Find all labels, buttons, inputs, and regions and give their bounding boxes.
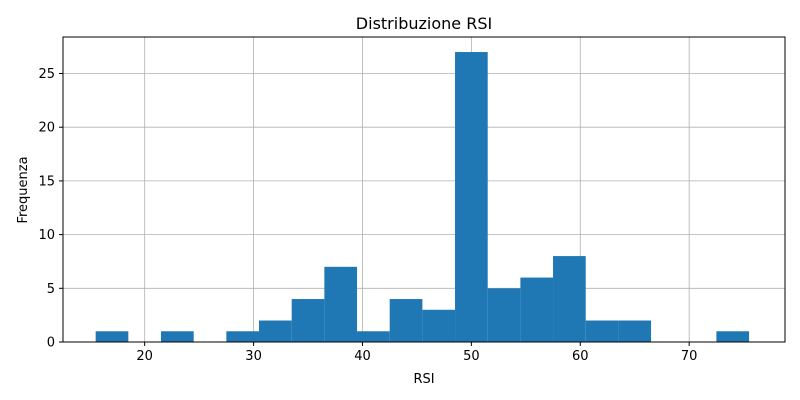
x-tick-label: 40 — [354, 349, 371, 364]
histogram-bar — [259, 320, 292, 342]
histogram-bar — [553, 256, 586, 342]
histogram-bar — [455, 52, 488, 342]
histogram-bar — [422, 309, 456, 342]
axes: 20 30 40 50 60 70 0 5 10 15 20 25 — [38, 36, 786, 364]
y-tick-label: 0 — [47, 336, 55, 351]
x-tick-label: 30 — [245, 349, 262, 364]
y-tick-label: 20 — [38, 121, 55, 136]
histogram-bar — [389, 299, 423, 342]
histogram-bar — [520, 277, 554, 342]
chart-title: Distribuzione RSI — [356, 14, 492, 33]
x-tick-label: 70 — [681, 349, 698, 364]
x-tick-label: 60 — [572, 349, 589, 364]
histogram-bar — [585, 320, 619, 342]
histogram-bar — [487, 288, 521, 342]
histogram-bar — [357, 331, 390, 342]
y-tick-label: 25 — [38, 67, 55, 82]
bars — [95, 52, 750, 342]
histogram-bar — [226, 331, 260, 342]
histogram-bar — [291, 299, 325, 342]
histogram-bar — [95, 331, 129, 342]
y-tick-label: 15 — [38, 174, 55, 189]
y-axis-label: Frequenza — [16, 156, 31, 223]
histogram-bar — [716, 331, 750, 342]
histogram-bar — [618, 320, 652, 342]
histogram-bar — [324, 266, 358, 342]
grid — [63, 37, 785, 343]
histogram-bar — [161, 331, 194, 342]
x-tick-label: 20 — [136, 349, 153, 364]
x-tick-label: 50 — [463, 349, 480, 364]
y-tick-label: 5 — [47, 282, 55, 297]
plot-frame — [62, 36, 786, 343]
y-tick-label: 10 — [38, 228, 55, 243]
x-axis-label: RSI — [413, 372, 434, 387]
